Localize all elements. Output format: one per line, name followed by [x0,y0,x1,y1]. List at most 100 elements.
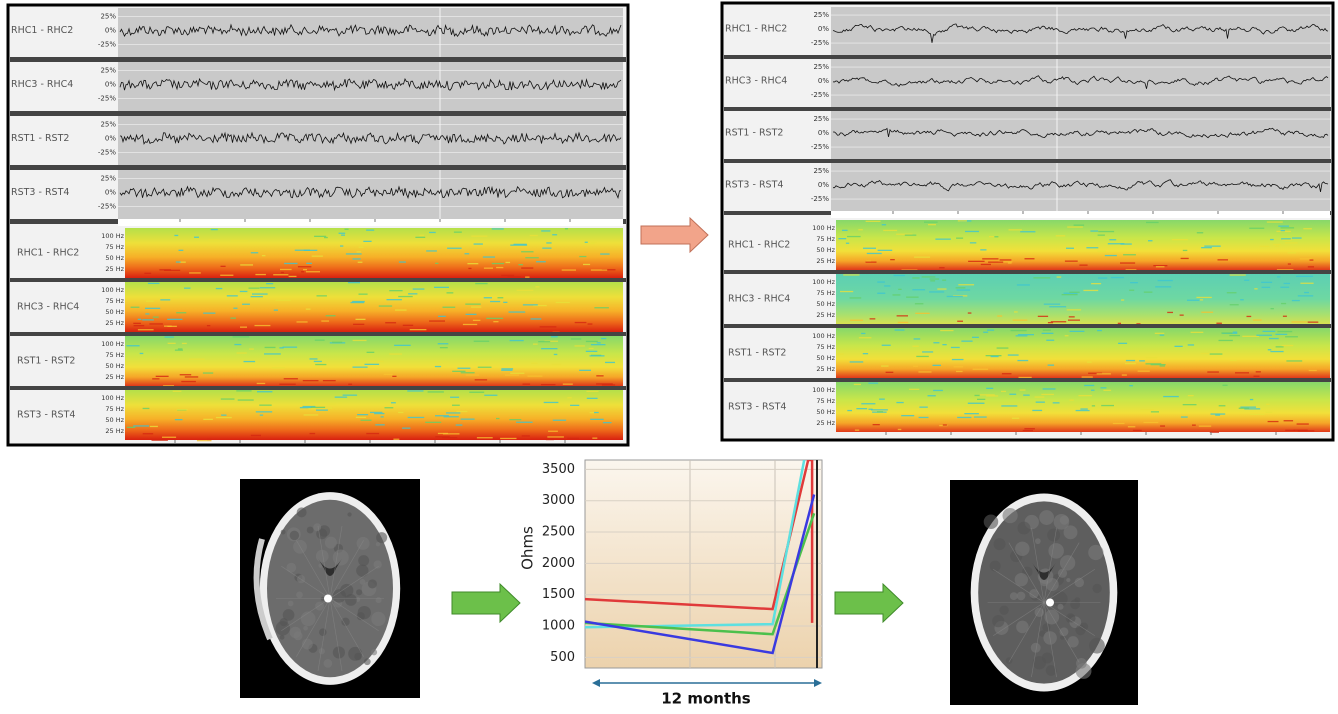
spectrogram-streak [282,346,298,348]
spectrogram-streak [1238,407,1250,409]
spectrogram-streak [1064,335,1069,337]
brain-texture [341,617,350,626]
eeg-trace [832,23,1329,43]
spectrogram-streak [169,297,180,299]
spectrogram-streak [912,345,919,347]
spectrogram-streak [310,406,326,408]
brain-texture [1067,614,1076,623]
spectrogram-streak [1068,319,1080,321]
frequency-tick-label: 75 Hz [816,289,835,297]
spectrogram-streak [314,235,327,237]
spectrogram-streak [567,437,579,440]
brain-texture [1066,577,1071,583]
brain-texture [1092,583,1102,594]
artifact-streak [317,598,331,672]
spectrogram [125,282,623,332]
spectrogram-streak [955,287,966,289]
spectrogram-streak [1016,284,1030,286]
arrowhead [814,679,822,687]
spectrogram-streak [1081,376,1093,378]
spectrogram-streak [1024,428,1035,430]
brain-texture [1063,525,1078,540]
spectrogram-streak [1023,394,1030,396]
spectrogram-streak [596,375,604,377]
spectrogram-streak [398,295,413,298]
spectrogram-streak [139,352,144,355]
spectrogram-streak [912,277,920,279]
frequency-tick-label: 75 Hz [105,405,124,413]
spectrogram-streak [1304,291,1309,294]
spectrogram-streak [305,271,320,273]
spectrogram-streak [588,347,594,350]
frequency-tick-label: 75 Hz [816,397,835,405]
spectrogram-streak [914,303,924,305]
spectrogram-streak [1253,319,1262,321]
spectrogram-streak [518,264,523,266]
frequency-tick-label: 75 Hz [105,297,124,305]
spectrogram-streak [409,329,427,331]
spectrogram-streak [989,236,995,238]
spectrogram-streak [921,276,936,278]
spectrogram-streak [352,258,361,260]
amplitude-tick-label: 0% [818,129,829,137]
spectrogram-streak [1047,364,1055,366]
amplitude-tick-label: 0% [818,25,829,33]
spectrogram-streak [476,437,493,439]
spectrogram-streak [1229,274,1246,276]
spectrogram-streak [142,433,154,435]
spectrogram-streak [933,342,940,344]
spectrogram-streak [896,233,913,235]
channel-label: RHC1 - RHC2 [725,24,787,35]
spectrogram-streak [435,415,449,417]
artifact-streak [1008,542,1045,603]
spectrogram-streak [530,318,542,320]
spectrogram-streak [913,365,918,367]
spectrogram-streak [861,332,866,335]
row-separator [10,278,626,282]
spectrogram-streak [933,389,943,392]
amplitude-tick-label: 25% [100,13,116,21]
spectrogram-streak [1267,349,1272,351]
brain-texture [348,646,363,661]
spectrogram-streak [587,323,593,325]
spectrogram-streak [980,249,987,251]
spectrogram-streak [1037,315,1049,317]
spectrogram-streak [942,344,947,346]
spectrogram-streak [527,331,536,333]
spectrogram-streak [194,236,199,238]
spectrogram-streak [1300,282,1314,284]
artifact-streak [1043,527,1057,603]
spectrogram-streak [500,437,517,440]
spectrogram-streak [1277,330,1293,333]
spectrogram-streak [360,419,372,421]
spectrogram-streak [302,380,319,382]
spectrogram-streak [929,278,940,280]
spectrogram-streak [493,321,499,323]
spectrogram-streak [137,329,154,331]
spectrogram-streak [1309,259,1314,261]
brain-texture [301,638,313,650]
spectrogram-streak [901,415,915,417]
spectrogram-streak [453,231,462,233]
spectrogram-streak [1255,371,1261,373]
spectrogram-streak [501,274,515,277]
spectrogram-streak [918,371,932,373]
spectrogram-streak [1182,404,1197,406]
spectrogram-streak [1246,315,1252,318]
spectrogram-streak [398,411,404,414]
spectrogram-streak [273,274,289,276]
spectrogram-streak [1136,323,1141,325]
spectrogram-streak [145,300,154,302]
spectrogram-streak [435,262,439,264]
spectrogram-streak [967,312,972,314]
eeg-trace [119,77,622,92]
spectrogram-streak [1160,425,1165,427]
artifact-streak [329,598,364,657]
spectrogram-streak [896,315,908,317]
spectrogram-streak [546,242,552,244]
spectrogram-streak [220,274,234,276]
brain-texture [983,514,999,530]
brain-texture [300,611,316,627]
frequency-tick-label: 50 Hz [105,362,124,370]
